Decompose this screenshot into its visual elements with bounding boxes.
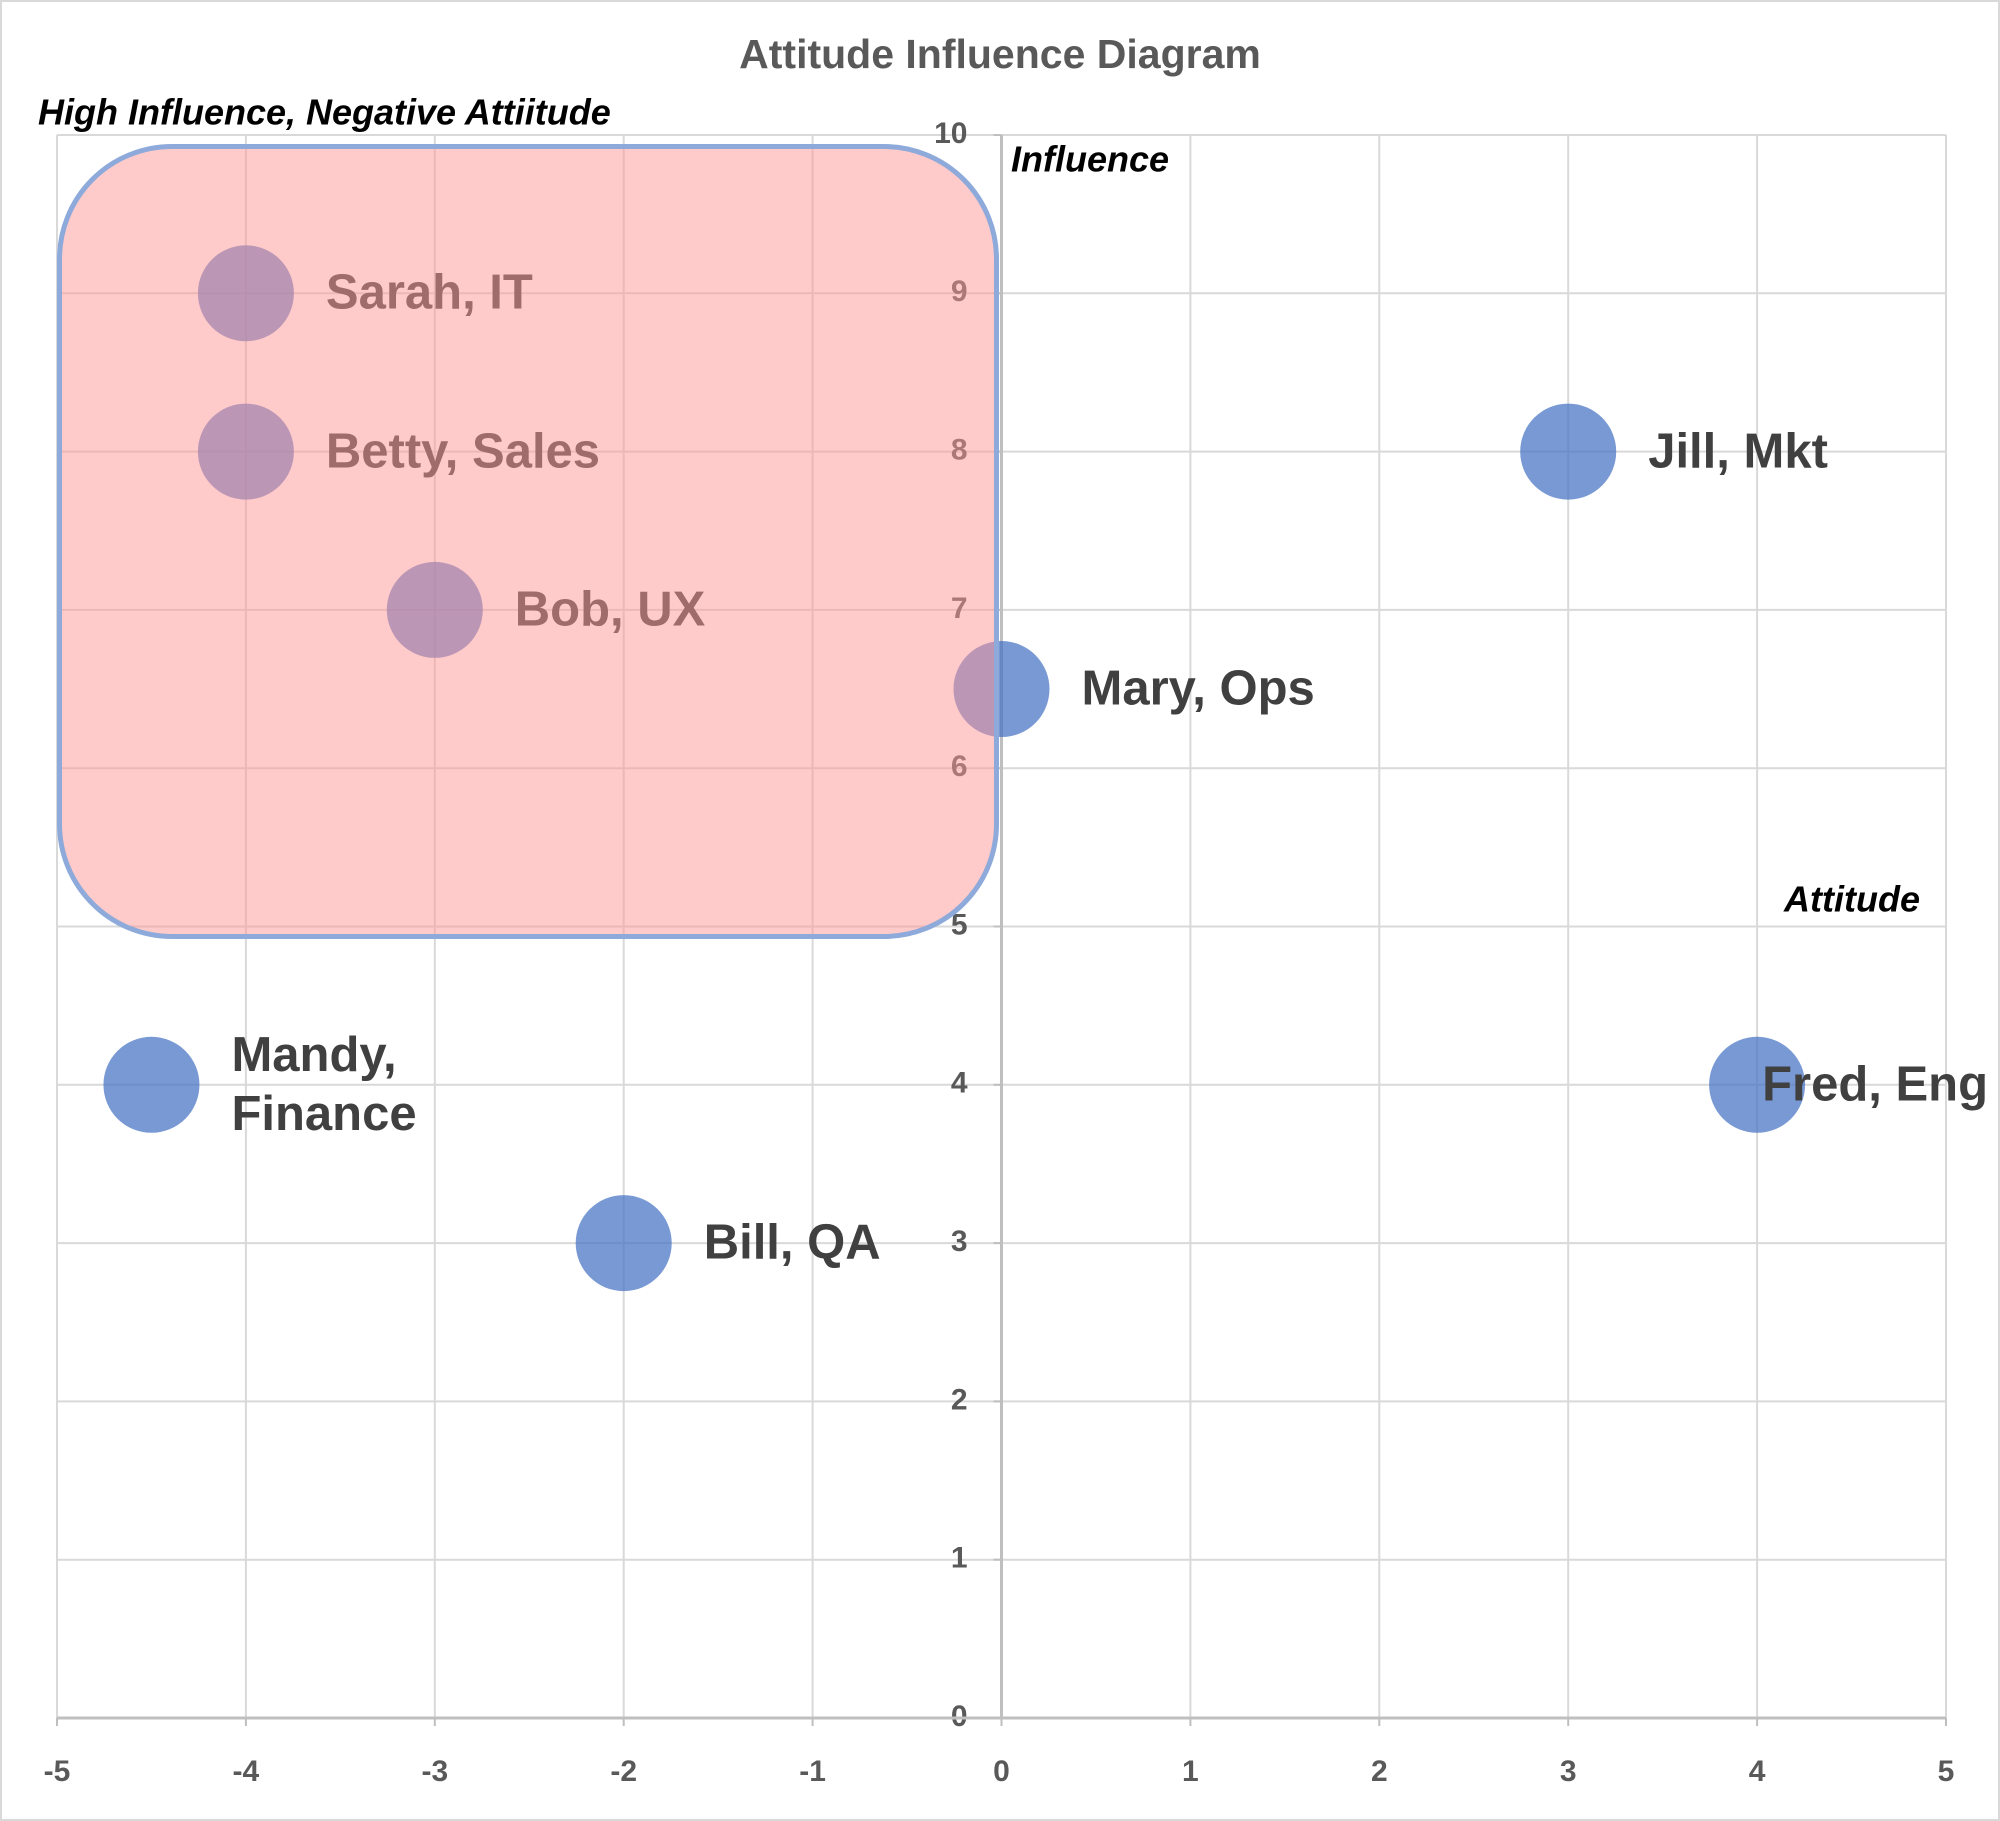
chart-title: Attitude Influence Diagram: [739, 31, 1261, 77]
y-tick-label: 4: [951, 1067, 968, 1100]
point-label: Mary, Ops: [1081, 661, 1315, 716]
x-tick-label: -4: [233, 1755, 260, 1788]
y-tick-label: 10: [934, 117, 967, 150]
x-tick-label: -3: [421, 1755, 448, 1788]
bubble: [575, 1195, 672, 1292]
bubble: [1520, 403, 1617, 500]
x-tick-label: -5: [44, 1755, 71, 1788]
y-tick-label: 1: [951, 1542, 968, 1575]
bubble: [103, 1036, 200, 1133]
y-tick-label: 3: [951, 1225, 968, 1258]
point-label: Bill, QA: [703, 1215, 881, 1270]
point-label: Jill, Mkt: [1648, 424, 1828, 479]
highlight-box: [57, 144, 999, 939]
x-tick-label: 1: [1182, 1755, 1199, 1788]
y-tick-label: 0: [951, 1700, 968, 1733]
x-tick-label: 5: [1938, 1755, 1955, 1788]
x-tick-label: 3: [1560, 1755, 1577, 1788]
y-tick-label: 5: [951, 908, 968, 941]
axis-label: Attitude: [1783, 879, 1920, 920]
point-label: Mandy, Finance: [231, 1028, 417, 1141]
point-label: Fred, Eng: [1762, 1057, 1989, 1112]
bubble: [1709, 1036, 1806, 1133]
annotation: High Influence, Negative Attiitude: [38, 92, 611, 133]
x-tick-label: 2: [1371, 1755, 1388, 1788]
axis-label: Influence: [1011, 139, 1169, 180]
x-tick-label: -2: [610, 1755, 637, 1788]
x-tick-label: 0: [993, 1755, 1010, 1788]
x-tick-label: -1: [799, 1755, 826, 1788]
x-tick-label: 4: [1749, 1755, 1766, 1788]
y-tick-label: 2: [951, 1383, 968, 1416]
